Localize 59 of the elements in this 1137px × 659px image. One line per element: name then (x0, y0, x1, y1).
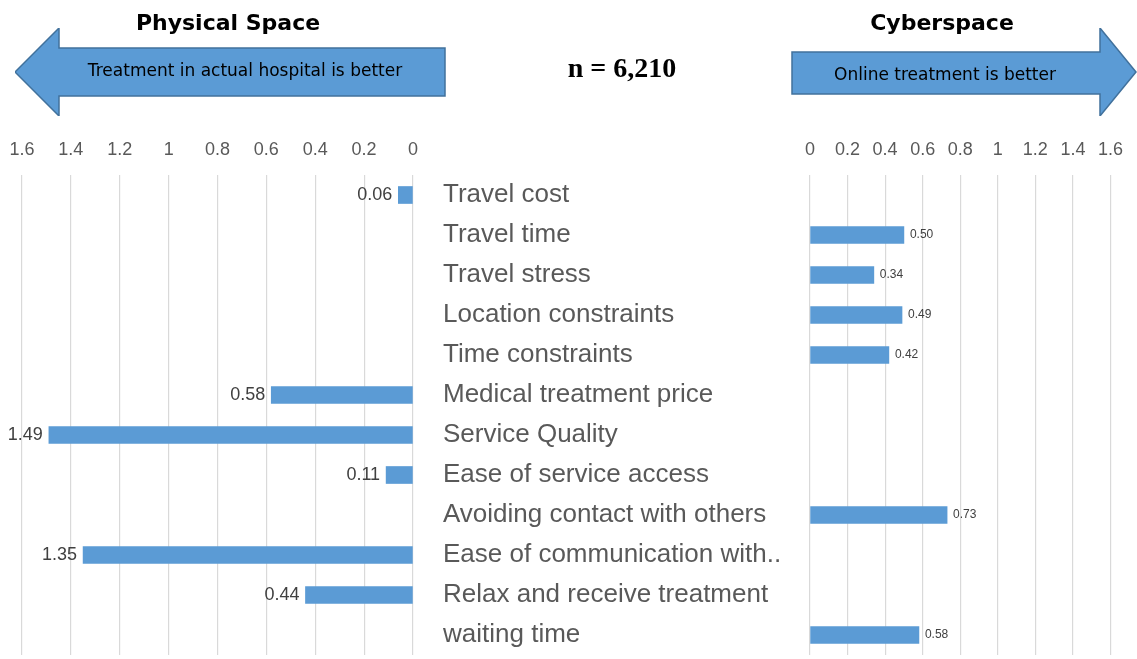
data-label: 0.58 (230, 383, 266, 404)
bar (385, 466, 413, 484)
bar (810, 346, 890, 364)
bar (82, 546, 413, 564)
bar (398, 186, 413, 204)
data-label: 0.44 (264, 583, 300, 604)
bar (810, 266, 875, 284)
y-tick-label: Service Quality (443, 418, 618, 449)
x-tick-label: 1.6 (9, 139, 35, 160)
x-tick-label: 0.8 (947, 139, 973, 160)
bar (810, 626, 920, 644)
text: Treatment in actual hospital is better (87, 60, 403, 80)
text: Physical Space (135, 9, 321, 35)
bar (48, 426, 413, 444)
x-tick-label: 1 (992, 139, 1003, 160)
y-tick-label: Medical treatment price (443, 378, 714, 409)
bar (810, 306, 903, 324)
bar (810, 226, 905, 244)
x-tick-label: 0.6 (253, 139, 279, 160)
data-label: 0.11 (346, 463, 381, 484)
x-tick-label: 1 (163, 139, 174, 160)
data-label: 0.58 (924, 627, 949, 642)
x-tick-label: 0.6 (910, 139, 936, 160)
data-label: 0.42 (894, 347, 919, 362)
x-tick-label: 1.2 (107, 139, 133, 160)
y-tick-label: Location constraints (443, 298, 675, 329)
x-tick-label: 0.4 (302, 139, 328, 160)
text: Cyberspace (870, 9, 1014, 35)
bar (270, 386, 413, 404)
bar (305, 586, 413, 604)
data-label: 0.50 (909, 227, 934, 242)
y-tick-label: Travel time (443, 218, 571, 249)
bar (810, 506, 948, 524)
y-tick-label: Time constraints (443, 338, 633, 369)
x-tick-label: 0.2 (351, 139, 377, 160)
data-label: 1.49 (7, 423, 43, 444)
y-tick-label: Travel stress (443, 258, 591, 289)
y-tick-label: Ease of service access (443, 458, 709, 489)
x-tick-label: 1.4 (1060, 139, 1086, 160)
x-tick-label: 1.2 (1022, 139, 1048, 160)
y-tick-label: Ease of communication with.. (443, 538, 782, 569)
text: n = 6,210 (567, 52, 677, 84)
x-tick-label: 0.2 (835, 139, 861, 160)
data-label: 0.06 (357, 183, 393, 204)
x-tick-label: 1.4 (58, 139, 84, 160)
y-tick-label: Avoiding contact with others (443, 498, 767, 529)
data-label: 0.34 (879, 267, 904, 282)
data-label: 1.35 (42, 543, 78, 564)
x-tick-label: 0.4 (872, 139, 898, 160)
x-tick-label: 0 (407, 139, 419, 160)
text: Online treatment is better (834, 64, 1056, 84)
data-label: 0.73 (953, 507, 977, 522)
y-tick-label: Travel cost (443, 178, 570, 209)
x-tick-label: 0 (804, 139, 816, 160)
x-tick-label: 0.8 (204, 139, 231, 160)
y-tick-label: Relax and receive treatment (443, 578, 769, 609)
y-tick-label: waiting time (442, 618, 581, 649)
x-tick-label: 1.6 (1097, 139, 1123, 160)
data-label: 0.49 (908, 307, 932, 322)
